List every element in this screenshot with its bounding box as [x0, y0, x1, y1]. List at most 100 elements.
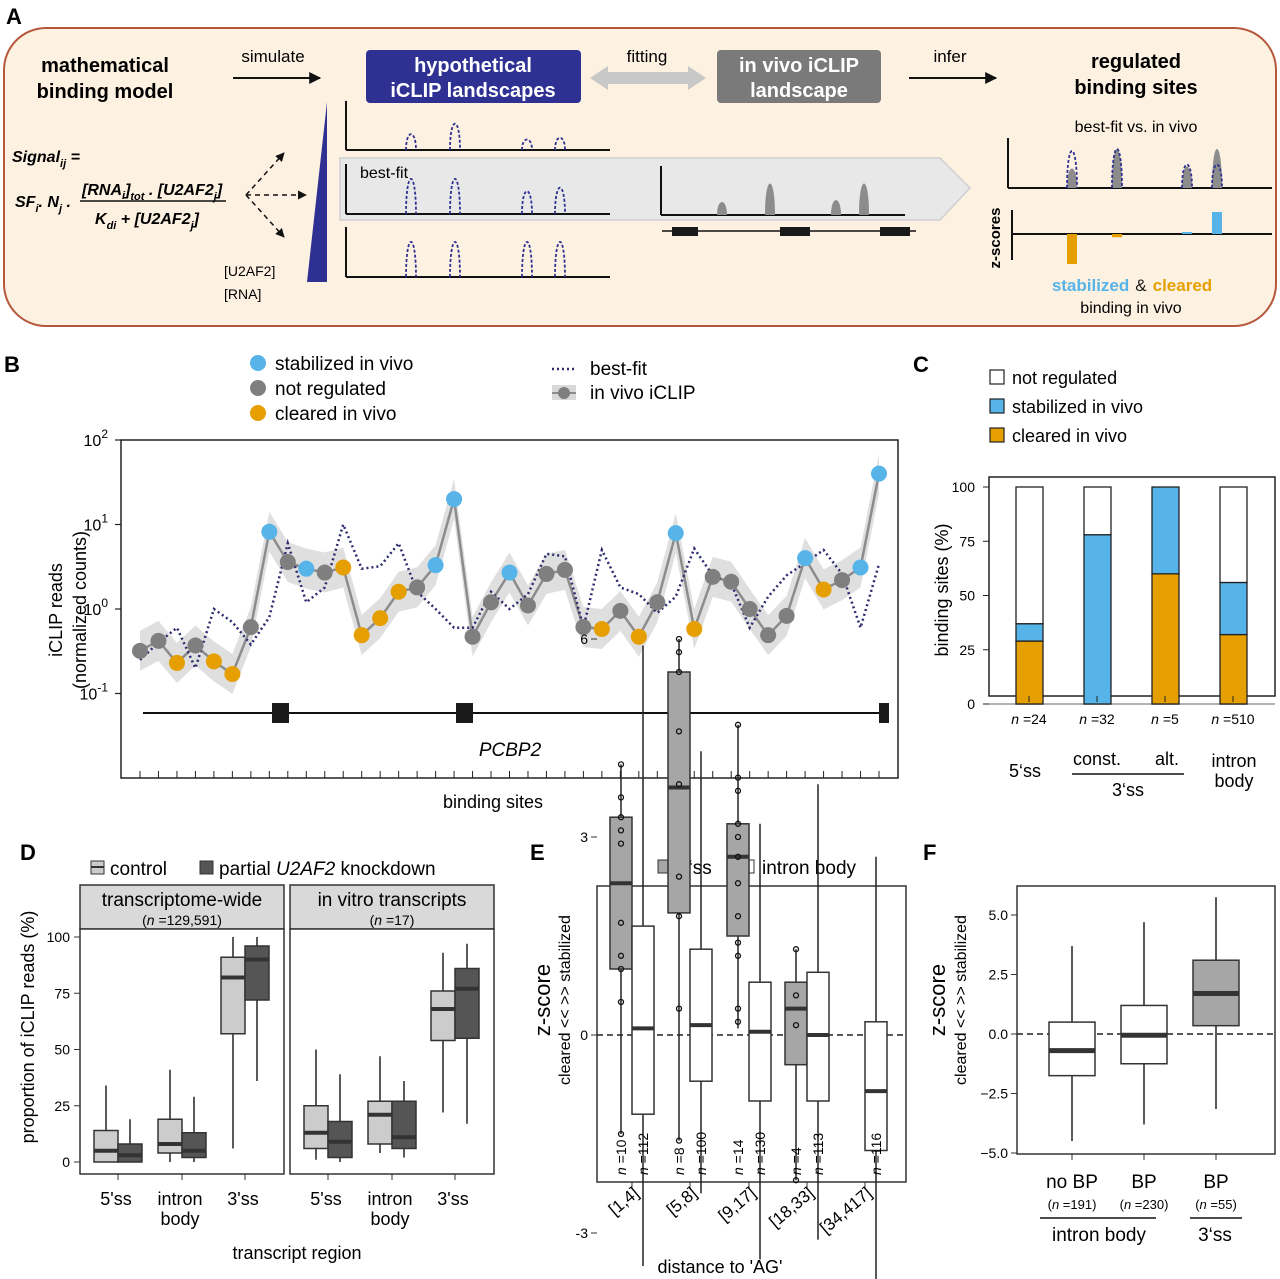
gene-exon [879, 703, 889, 723]
y-tick-label: 3 [580, 829, 588, 845]
legend-marker-not_regulated [250, 380, 266, 396]
binding-site-point [464, 628, 481, 645]
in-vivo-peak [831, 200, 841, 215]
jitter-point [734, 880, 742, 887]
compare-best-fit-peak [1066, 150, 1078, 189]
box [367, 1100, 393, 1145]
in-vivo-title-line1: in vivo iCLIP [739, 55, 859, 77]
y-tick-label: 25 [54, 1098, 70, 1114]
legend-label-in-vivo: in vivo iCLIP [590, 383, 696, 404]
box [631, 925, 655, 1115]
box [303, 1105, 329, 1150]
legend-marker-cleared [250, 405, 266, 421]
hypothetical-box [366, 50, 581, 103]
facet-title: transcriptome-wide [102, 890, 263, 911]
jitter-point [617, 761, 625, 768]
panel-b-x-label: binding sites [443, 792, 543, 812]
hypothetical-landscapes [345, 101, 610, 278]
y-tick-label: 100 [47, 929, 71, 945]
binding-equation: Signalij = SFi. Nj . [RNAi]tot . [U2AF2j… [12, 149, 226, 232]
jitter-point [734, 1018, 742, 1025]
binding-site-point [353, 627, 370, 644]
y-tick-label: -3 [576, 1225, 589, 1241]
y-tick-label: 5.0 [989, 907, 1009, 923]
best-fit-band [339, 157, 972, 221]
stacked-bar-stabilized [1219, 581, 1248, 636]
binding-site-point [723, 573, 740, 590]
hyp-peak [405, 178, 417, 215]
legend-marker-in-vivo [558, 387, 570, 399]
binding-site-point [483, 594, 500, 611]
y-tick-label: 2.5 [989, 967, 1009, 983]
box [181, 1132, 207, 1159]
jitter-point [792, 1177, 800, 1184]
jitter-point [617, 840, 625, 847]
jitter-point [734, 1005, 742, 1012]
x-tick-label: [1,4] [605, 1184, 643, 1220]
hyp-peak [449, 178, 461, 215]
panel-d: D control partial U2AF2 knockdown transcri… [18, 840, 495, 1263]
binding-site-point [852, 559, 869, 576]
z-score-bar [1182, 232, 1192, 234]
hyp-peak [405, 133, 417, 151]
panel-label-d: D [20, 840, 36, 865]
n-label-intron: n =113 [810, 1133, 826, 1175]
stacked-bar-not_regulated [1219, 486, 1248, 584]
z-score-mini-plot [1011, 210, 1272, 264]
x-tick-label: 5'ss [100, 1189, 131, 1209]
jitter-point [734, 833, 742, 841]
fitting-double-arrow-icon [590, 66, 706, 90]
binding-site-point [242, 619, 259, 636]
y-tick-label: −5.0 [980, 1145, 1008, 1161]
legend-label: stabilized in vivo [1012, 397, 1143, 417]
gene-exon [456, 703, 473, 723]
jitter-point [675, 649, 683, 656]
jitter-point [675, 873, 683, 880]
n-label: n =32 [1079, 711, 1115, 727]
n-label: (n =55) [1195, 1197, 1237, 1212]
jitter-point [675, 1005, 683, 1012]
y-tick-label: −2.5 [980, 1086, 1008, 1102]
x-label-5ss: 5‘ss [1009, 761, 1041, 781]
legend-label-intron: intron body [762, 858, 857, 879]
hyp-peak [405, 241, 417, 278]
x-tick-label: 3'ss [227, 1189, 258, 1209]
jitter-point [675, 913, 683, 920]
panel-b-plot: 10-1 100 101 102 PCBP2 [80, 427, 889, 778]
in-vivo-peak [859, 183, 869, 215]
binding-site-point [390, 583, 407, 600]
binding-site-point [593, 620, 610, 637]
panel-f-y-label: z-score [925, 964, 950, 1036]
panel-d-plot: control partial U2AF2 knockdown transcript… [47, 859, 495, 1229]
panel-e-x-label: distance to 'AG' [658, 1257, 783, 1277]
gene-exon [272, 703, 289, 723]
n-label-3ss: n =14 [730, 1139, 746, 1175]
jitter-point [734, 913, 742, 920]
gene-model-a [662, 227, 916, 236]
jitter-point [734, 774, 742, 781]
binding-site-point [168, 654, 185, 671]
jitter-point [792, 992, 800, 999]
hypothetical-title-line1: hypothetical [414, 55, 532, 77]
box [454, 967, 480, 1039]
panel-label-c: C [913, 352, 929, 377]
binding-site-point [409, 579, 426, 596]
legend-label-not_regulated: not regulated [275, 379, 386, 400]
group-label-intron-body: intron body [1052, 1225, 1147, 1246]
n-label-3ss: n =4 [788, 1147, 804, 1175]
jitter-point [792, 946, 800, 953]
hyp-peak [521, 190, 533, 215]
panel-d-x-label: transcript region [232, 1243, 361, 1263]
panel-b-y-label-units: (normalized counts) [70, 531, 90, 689]
compare-in-vivo-peak [1182, 166, 1192, 188]
binding-site-point [446, 491, 463, 508]
facet-strip [289, 884, 495, 930]
binding-site-point [150, 632, 167, 649]
binding-site-point [815, 581, 832, 598]
model-title-line1: mathematical [41, 55, 169, 77]
legend-label-stabilized: stabilized in vivo [275, 354, 413, 375]
legend-label-control: control [110, 859, 167, 880]
y-tick-label: 25 [959, 642, 975, 658]
svg-text:Signalij =: Signalij = [12, 149, 80, 170]
